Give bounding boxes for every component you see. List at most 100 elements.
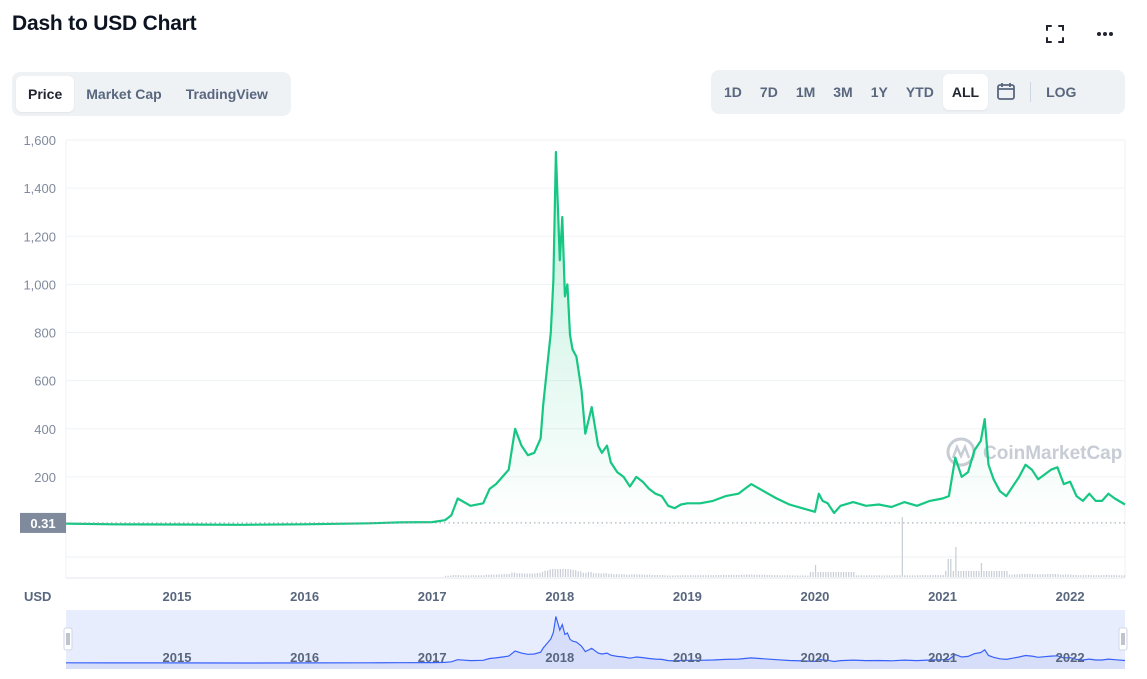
navigator-tick-label: 2016 — [290, 650, 319, 665]
volume-bar — [911, 575, 914, 577]
volume-bar — [863, 575, 865, 577]
volume-bar — [518, 573, 521, 577]
volume-bar — [917, 575, 919, 577]
range-1y-button[interactable]: 1Y — [862, 74, 897, 110]
volume-bar — [776, 575, 778, 577]
volume-bar — [513, 572, 516, 577]
volume-bar — [618, 574, 620, 577]
navigator-handle-left[interactable] — [63, 627, 73, 651]
volume-bar — [1098, 575, 1100, 577]
volume-bar — [1070, 574, 1072, 577]
volume-bar — [465, 575, 467, 577]
volume-bar — [506, 574, 508, 577]
volume-bar — [840, 572, 842, 577]
volume-bar — [825, 572, 827, 577]
volume-bar — [809, 572, 812, 577]
volume-bar — [968, 571, 970, 577]
tab-price[interactable]: Price — [16, 76, 75, 112]
volume-bar — [1054, 574, 1057, 577]
range-ytd-button[interactable]: YTD — [897, 74, 943, 110]
volume-bar — [950, 559, 952, 577]
volume-bar — [1039, 574, 1041, 577]
volume-bar — [473, 575, 475, 577]
volume-bar — [666, 575, 669, 577]
volume-bar — [590, 571, 592, 577]
volume-bar — [638, 574, 641, 577]
volume-bar — [983, 571, 985, 577]
volume-bar — [871, 575, 873, 577]
volume-bar — [1049, 574, 1051, 577]
reference-price-tag: 0.31 — [20, 512, 66, 533]
volume-bar — [924, 575, 926, 577]
volume-bar — [544, 570, 546, 577]
volume-bar — [1123, 575, 1125, 577]
volume-bar — [791, 575, 794, 577]
calendar-button[interactable] — [988, 74, 1024, 110]
more-icon[interactable] — [1093, 22, 1117, 46]
x-axis: 2015 2016 2017 2018 2019 2020 2021 2022 — [163, 589, 1085, 604]
volume-bar — [1011, 574, 1013, 577]
volume-bar — [1057, 574, 1059, 577]
volume-bar — [697, 575, 699, 577]
volume-bar — [1008, 574, 1011, 577]
volume-bar — [1024, 573, 1026, 577]
volume-bar — [621, 574, 623, 577]
volume-bar — [843, 572, 845, 577]
volume-bar — [1006, 571, 1008, 577]
volume-bar — [447, 575, 449, 577]
navigator-handle-right[interactable] — [1118, 627, 1128, 651]
volume-bar — [559, 569, 561, 577]
volume-bar — [521, 573, 523, 577]
volume-bar — [881, 575, 883, 577]
log-scale-button[interactable]: LOG — [1037, 74, 1085, 110]
volume-bar — [656, 575, 658, 577]
volume-bar — [674, 575, 676, 577]
volume-bar — [712, 575, 715, 577]
volume-bar — [746, 574, 748, 577]
volume-bar — [883, 575, 886, 577]
volume-bar — [927, 575, 929, 577]
tab-market-cap[interactable]: Market Cap — [74, 76, 173, 112]
volume-bar — [919, 575, 921, 577]
volume-bar — [592, 573, 595, 577]
range-1d-button[interactable]: 1D — [715, 74, 751, 110]
volume-bar — [1095, 575, 1097, 577]
volume-bar — [595, 573, 597, 577]
range-navigator[interactable]: 2015 2016 2017 2018 2019 2020 2021 2022 — [63, 610, 1128, 669]
volume-bar — [827, 572, 829, 577]
volume-bar — [462, 575, 465, 577]
volume-bar — [1087, 574, 1090, 577]
volume-bar — [557, 569, 559, 577]
volume-bar — [651, 574, 653, 577]
fullscreen-icon[interactable] — [1043, 22, 1067, 46]
volume-bar — [756, 574, 758, 577]
volume-bar — [524, 573, 526, 577]
volume-bar — [531, 573, 533, 577]
tab-tradingview[interactable]: TradingView — [174, 76, 280, 112]
y-tick-label: 1,200 — [23, 229, 56, 244]
volume-bar — [549, 569, 551, 577]
volume-bar — [876, 575, 878, 577]
y-axis: 200 400 600 800 1,000 1,200 1,400 1,600 — [23, 133, 56, 485]
volume-bar — [649, 574, 651, 577]
volume-bar — [901, 517, 903, 577]
volume-bar — [511, 572, 513, 577]
volume-bar — [508, 574, 510, 577]
volume-bar — [1085, 574, 1087, 577]
volume-bar — [848, 572, 850, 577]
volume-bar — [753, 574, 755, 577]
volume-bar — [569, 569, 572, 577]
volume-bar — [1016, 574, 1018, 577]
range-all-button[interactable]: ALL — [942, 74, 989, 110]
range-1m-button[interactable]: 1M — [787, 74, 824, 110]
volume-bar — [1080, 575, 1082, 577]
volume-bar — [797, 575, 799, 577]
range-3m-button[interactable]: 3M — [824, 74, 861, 110]
volume-bar — [715, 575, 717, 577]
volume-bar — [723, 575, 725, 577]
volume-bar — [799, 575, 801, 577]
volume-bar — [822, 572, 824, 577]
volume-bar — [922, 575, 924, 577]
range-7d-button[interactable]: 7D — [751, 74, 787, 110]
volume-bar — [1003, 571, 1005, 577]
